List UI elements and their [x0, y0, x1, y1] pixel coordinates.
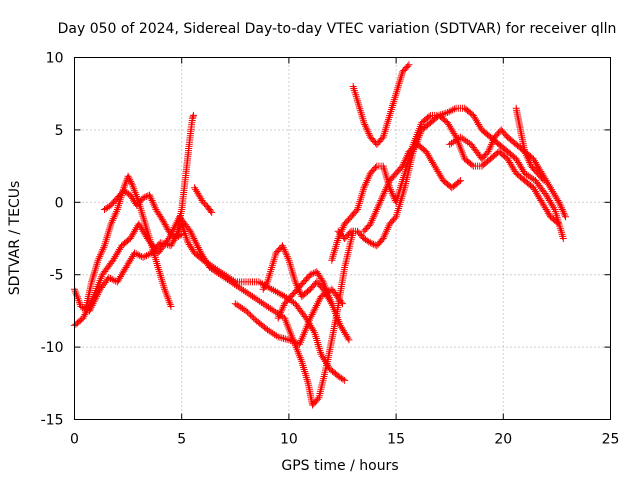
- marker-track: [334, 111, 563, 250]
- y-tick-label: 0: [55, 195, 64, 211]
- series-arc12: [349, 61, 413, 148]
- plot-frame: [74, 57, 611, 420]
- x-axis-label: GPS time / hours: [281, 458, 398, 474]
- marker-track: [360, 140, 464, 235]
- chart-title: Day 050 of 2024, Sidereal Day-to-day VTE…: [58, 21, 617, 37]
- series-arc1: [71, 220, 349, 384]
- marker-track: [274, 268, 336, 322]
- x-tick-label: 10: [280, 432, 298, 448]
- y-axis-label: SDTVAR / TECUs: [7, 181, 23, 296]
- x-tick-label: 0: [70, 432, 79, 448]
- x-tick-label: 5: [177, 432, 186, 448]
- marker-track: [173, 111, 197, 235]
- series-arc13: [360, 140, 464, 235]
- x-tick-label: 25: [602, 432, 620, 448]
- marker-track: [231, 285, 346, 348]
- y-tick-label: 5: [55, 123, 64, 139]
- x-tick-label: 15: [387, 432, 405, 448]
- y-tick-labels: -15 -10 -5 0 5 10: [41, 51, 64, 429]
- series-arc6: [191, 184, 216, 216]
- marker-track: [512, 104, 548, 185]
- marker-track: [191, 184, 216, 216]
- marker-track: [71, 220, 349, 384]
- series-arc15: [512, 104, 548, 185]
- marker-track: [101, 187, 186, 242]
- y-tick-label: 10: [46, 51, 64, 67]
- series-arc5: [173, 111, 197, 235]
- x-tick-label: 20: [494, 432, 512, 448]
- marker-track: [349, 61, 413, 148]
- series-arc4: [101, 187, 186, 242]
- series-arc11: [334, 111, 563, 250]
- y-tick-label: -15: [41, 413, 64, 429]
- x-tick-labels: 0 5 10 15 20 25: [70, 432, 619, 448]
- y-tick-label: -5: [50, 268, 64, 284]
- y-tick-label: -10: [41, 340, 64, 356]
- axis-ticks: [74, 57, 611, 420]
- series-arc9: [274, 268, 336, 322]
- data-markers: [71, 61, 569, 409]
- series-arc7: [231, 285, 346, 348]
